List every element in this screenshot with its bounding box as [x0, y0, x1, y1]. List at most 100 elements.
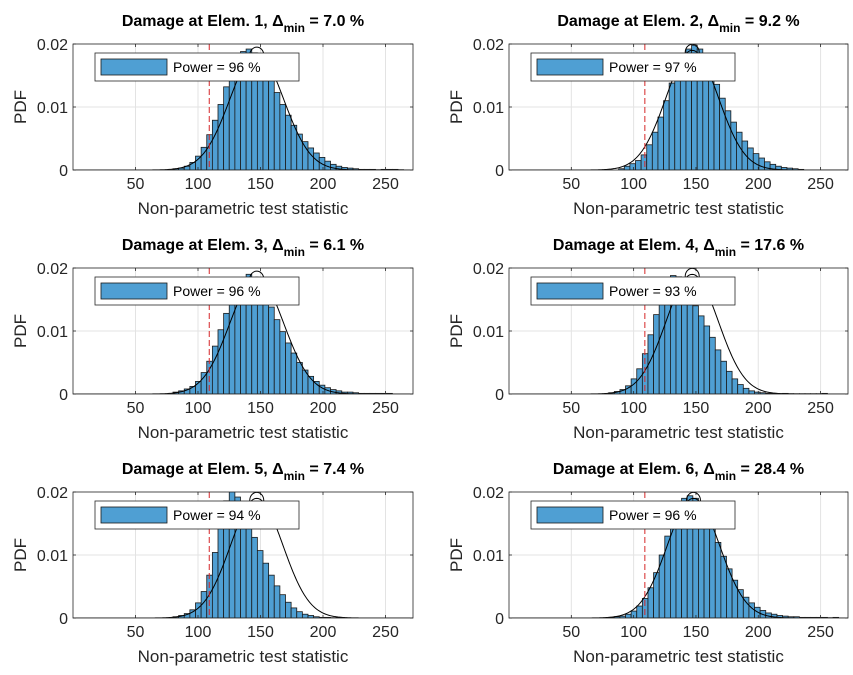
histogram-bar — [268, 574, 275, 618]
x-tick-label: 100 — [185, 624, 212, 641]
x-tick-label: 100 — [620, 400, 647, 417]
delta-value: = 17.6 % — [736, 237, 804, 254]
y-axis-label: PDF — [11, 314, 30, 348]
histogram-bar — [268, 80, 275, 170]
histogram-bar — [748, 390, 755, 394]
y-tick-label: 0 — [59, 611, 68, 628]
histogram-bar — [686, 294, 694, 394]
histogram-bar — [731, 378, 739, 394]
delta-symbol: Δ — [272, 13, 284, 30]
histogram-bar — [290, 352, 298, 394]
y-axis-label: PDF — [11, 90, 30, 124]
y-tick-label: 0 — [59, 163, 68, 180]
x-tick-label: 200 — [310, 176, 337, 193]
histogram-bar — [709, 528, 716, 618]
delta-symbol: Δ — [708, 13, 720, 30]
x-tick-label: 50 — [127, 400, 145, 417]
y-tick-label: 0.02 — [37, 261, 68, 278]
histogram-bar — [720, 555, 727, 618]
delta-value: = 9.2 % — [740, 13, 799, 30]
x-tick-label: 50 — [127, 176, 145, 193]
delta-symbol: Δ — [703, 237, 715, 254]
y-axis-label: PDF — [447, 90, 466, 124]
panel-title: Damage at Elem. 4, Δmin = 17.6 % — [553, 237, 804, 259]
histogram-bar — [646, 144, 653, 170]
histogram-bar — [737, 384, 744, 394]
y-tick-label: 0.02 — [37, 37, 68, 54]
histogram-bar — [647, 587, 654, 618]
title-prefix: Damage at Elem. 5, — [122, 461, 272, 478]
y-tick-label: 0.01 — [37, 324, 68, 341]
legend-swatch — [536, 58, 604, 76]
histogram-bar — [296, 133, 303, 170]
histogram-bar — [290, 124, 298, 170]
histogram-bar — [709, 336, 716, 394]
delta-subscript: min — [284, 21, 305, 35]
title-prefix: Damage at Elem. 1, — [122, 13, 272, 30]
histogram-bar — [736, 131, 743, 170]
histogram-bar — [726, 370, 733, 394]
y-tick-label: 0.01 — [473, 100, 504, 117]
histogram-bar — [313, 380, 320, 394]
histogram-bar — [211, 552, 219, 618]
y-tick-label: 0.01 — [37, 548, 68, 565]
histogram-bar — [217, 329, 225, 394]
histogram-bar — [301, 141, 309, 170]
histogram-bar — [708, 70, 715, 170]
histogram-bar — [640, 154, 648, 170]
x-axis-label: Non-parametric test statistic — [138, 199, 349, 218]
histogram-bar — [285, 114, 292, 170]
histogram-bar — [279, 594, 286, 618]
histogram-bar — [625, 613, 632, 618]
legend-label: Power = 96 % — [173, 283, 261, 299]
histogram-bar — [223, 312, 230, 394]
y-tick-label: 0 — [495, 387, 504, 404]
delta-subscript: min — [284, 245, 305, 259]
panel-title: Damage at Elem. 6, Δmin = 28.4 % — [553, 461, 804, 483]
delta-subscript: min — [284, 469, 305, 483]
histogram-bar — [262, 295, 270, 394]
x-tick-label: 100 — [185, 176, 212, 193]
panel-6: 50 100 150 200 250 0 0.01 0.02 Non-parametric te… — [447, 461, 849, 666]
x-tick-label: 150 — [247, 400, 274, 417]
histogram-bar — [296, 611, 303, 618]
x-tick-label: 250 — [372, 624, 399, 641]
panel-3: 50 100 150 200 250 0 0.01 0.02 Non-parametric te… — [11, 237, 414, 442]
histogram-bar — [262, 562, 270, 618]
x-tick-label: 250 — [372, 400, 399, 417]
x-tick-label: 150 — [683, 176, 710, 193]
histogram-bar — [285, 601, 292, 618]
legend-label: Power = 96 % — [609, 507, 697, 523]
histogram-bar — [223, 86, 230, 170]
title-prefix: Damage at Elem. 4, — [553, 237, 703, 254]
legend-label: Power = 96 % — [173, 59, 261, 75]
bars — [73, 270, 413, 394]
panel-title: Damage at Elem. 2, Δmin = 9.2 % — [557, 13, 799, 35]
histogram-bar — [730, 121, 737, 170]
panel-title: Damage at Elem. 3, Δmin = 6.1 % — [122, 237, 364, 259]
x-tick-label: 150 — [683, 624, 710, 641]
histogram-bar — [724, 110, 732, 170]
histogram-bar — [636, 368, 643, 394]
histogram-bar — [635, 160, 642, 170]
histogram-bar — [636, 605, 643, 618]
x-axis-label: Non-parametric test statistic — [573, 199, 784, 218]
x-tick-label: 200 — [745, 400, 772, 417]
x-tick-label: 250 — [372, 176, 399, 193]
histogram-bar — [663, 100, 670, 170]
legend-swatch — [100, 58, 168, 76]
histogram-bar — [273, 319, 281, 394]
x-tick-label: 150 — [247, 176, 274, 193]
x-tick-label: 100 — [185, 400, 212, 417]
x-tick-label: 100 — [620, 624, 647, 641]
histogram-bar — [674, 68, 681, 170]
panel-title: Damage at Elem. 5, Δmin = 7.4 % — [122, 461, 364, 483]
panel-2: 50 100 150 200 250 0 0.01 0.02 Non-parametric te… — [447, 13, 849, 218]
histogram-bar — [307, 147, 315, 170]
y-tick-label: 0.02 — [37, 485, 68, 502]
delta-value: = 7.0 % — [305, 13, 364, 30]
delta-symbol: Δ — [272, 237, 284, 254]
histogram-bar — [742, 387, 750, 394]
x-tick-label: 200 — [745, 176, 772, 193]
histogram-bar — [741, 140, 749, 170]
